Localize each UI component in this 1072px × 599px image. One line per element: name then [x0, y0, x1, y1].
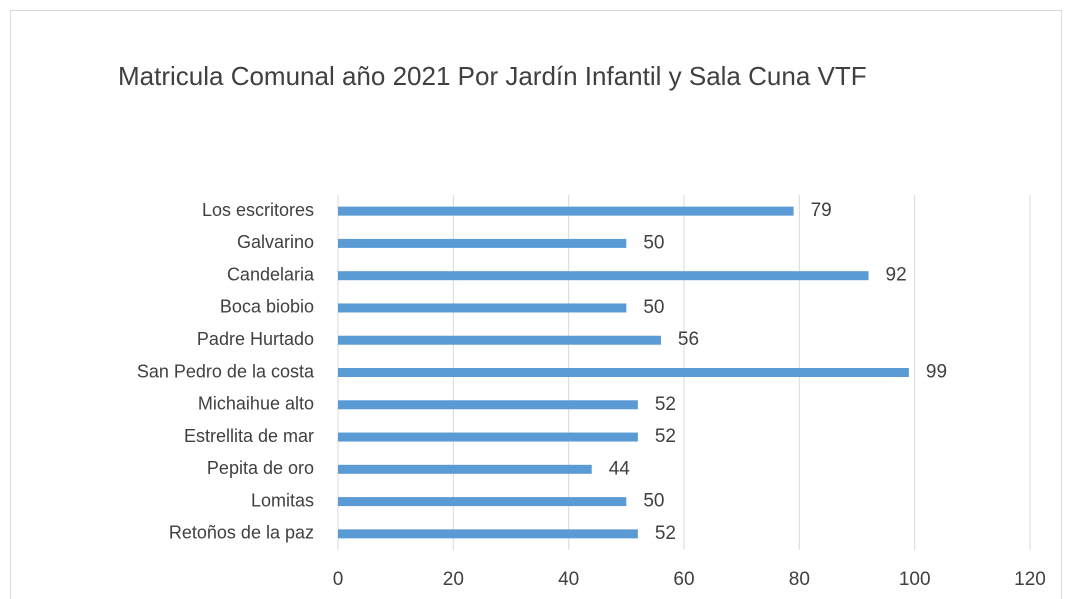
y-tick-label: Pepita de oro [207, 458, 314, 478]
data-label: 52 [655, 426, 676, 447]
y-tick-label: San Pedro de la costa [137, 361, 315, 381]
bar [338, 206, 794, 216]
data-label: 92 [886, 265, 907, 286]
bar [338, 432, 638, 442]
bar [338, 303, 627, 313]
y-tick-label: Michaihue alto [198, 394, 314, 414]
data-label: 50 [643, 491, 664, 512]
data-label: 44 [609, 458, 631, 479]
data-label: 79 [811, 200, 832, 221]
x-tick-label: 120 [1014, 569, 1046, 590]
data-label: 99 [926, 362, 947, 383]
y-tick-label: Los escritores [202, 200, 314, 220]
x-tick-label: 60 [673, 569, 694, 590]
bar [338, 529, 638, 539]
bar [338, 238, 627, 248]
bar [338, 368, 909, 377]
x-tick-label: 40 [558, 569, 579, 590]
x-tick-label: 20 [443, 569, 464, 590]
x-tick-label: 100 [899, 569, 931, 590]
x-tick-label: 0 [333, 569, 344, 590]
bar [338, 335, 661, 345]
y-tick-label: Lomitas [251, 490, 314, 510]
chart-title: Matricula Comunal año 2021 Por Jardín In… [118, 61, 867, 91]
y-tick-label: Candelaria [227, 264, 315, 284]
bar [338, 497, 627, 507]
data-label: 56 [678, 329, 699, 350]
y-tick-label: Padre Hurtado [197, 329, 314, 349]
data-label: 50 [643, 297, 664, 318]
y-tick-label: Boca biobio [220, 297, 314, 317]
y-tick-label: Retoños de la paz [169, 523, 314, 543]
x-tick-label: 80 [789, 569, 810, 590]
data-label: 50 [643, 232, 664, 253]
bar [338, 271, 869, 281]
bar [338, 400, 638, 410]
y-tick-label: Galvarino [237, 232, 314, 252]
bar [338, 464, 592, 474]
data-label: 52 [655, 523, 676, 544]
data-label: 52 [655, 394, 676, 415]
y-tick-label: Estrellita de mar [184, 426, 314, 446]
